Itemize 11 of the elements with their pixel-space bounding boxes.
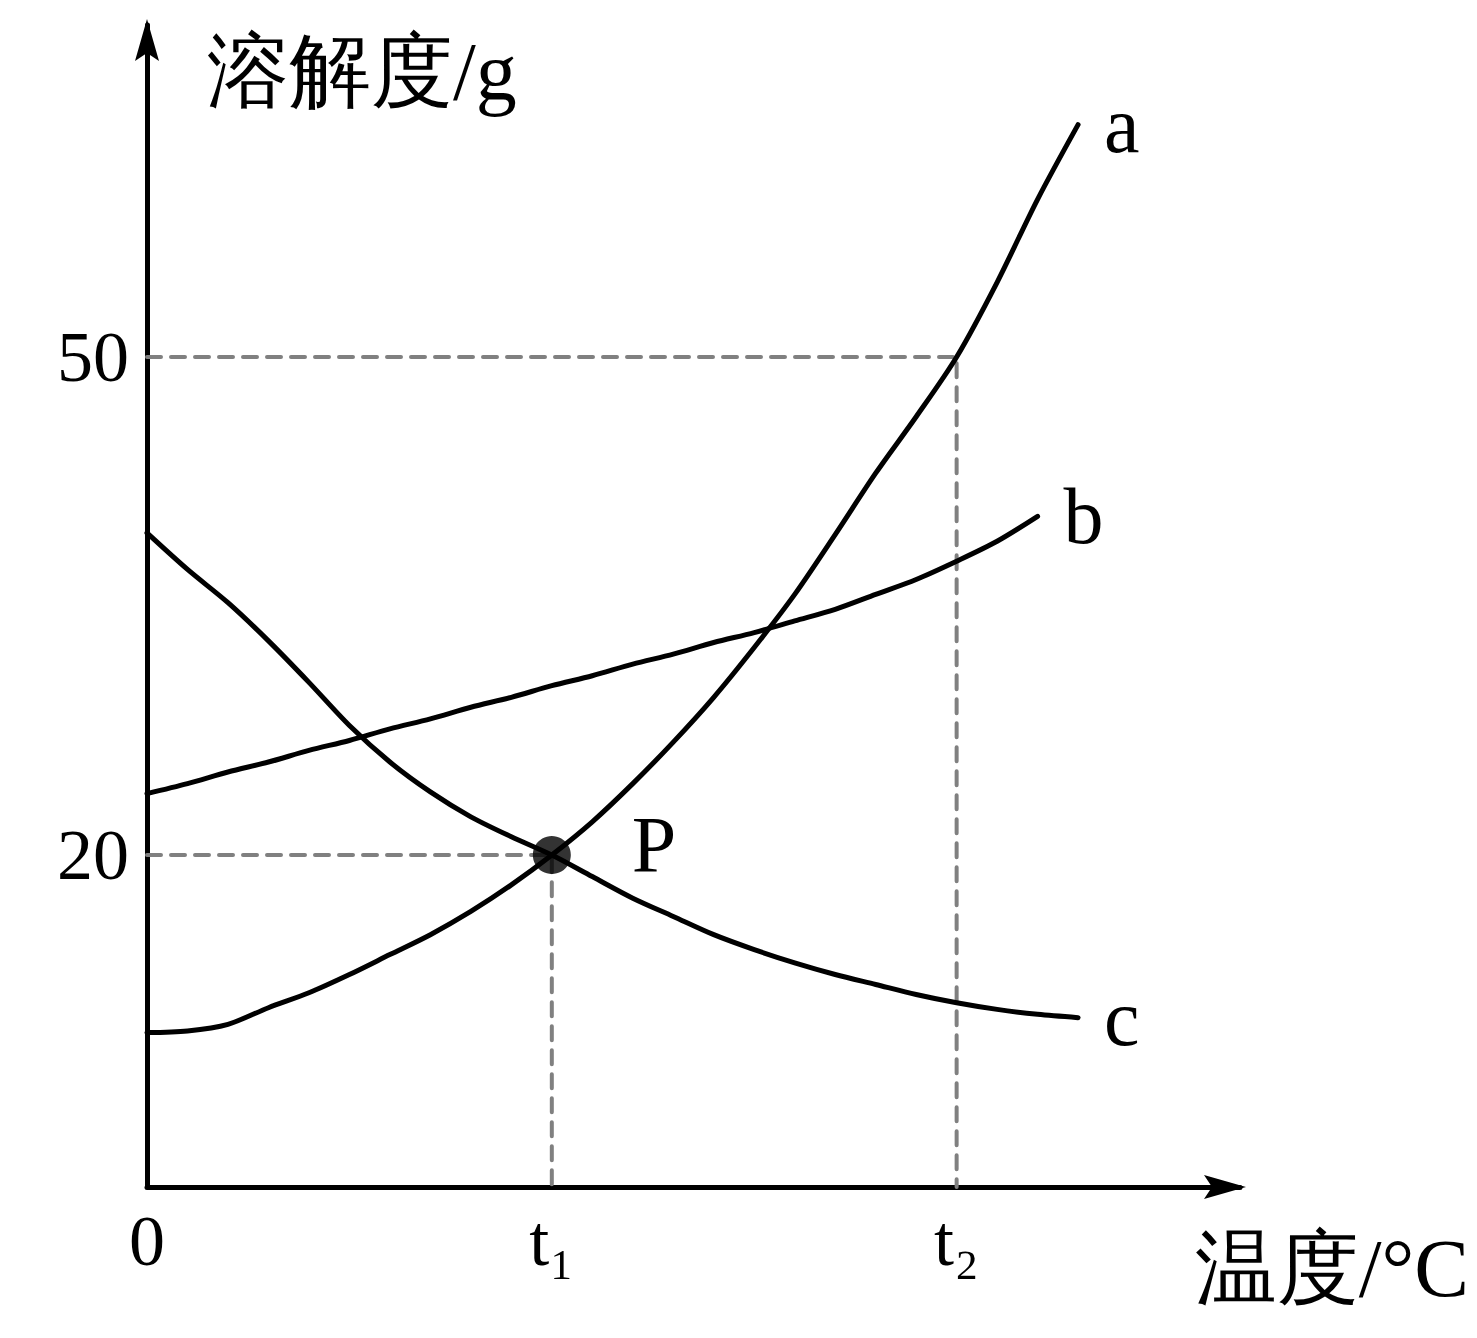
y-axis-title: 溶解度/g — [207, 25, 517, 117]
y-tick-label: 50 — [57, 317, 129, 397]
x-tick-label: 0 — [129, 1201, 165, 1281]
series-label: b — [1063, 472, 1104, 561]
x-axis-title: 温度/°C — [1194, 1222, 1470, 1314]
x-tick-label: t₁ — [529, 1201, 575, 1281]
annotation: P — [631, 801, 677, 889]
y-tick-label: 20 — [57, 815, 129, 895]
series-label: c — [1104, 973, 1140, 1062]
series-label: a — [1104, 80, 1140, 169]
x-tick-label: t₂ — [934, 1201, 980, 1281]
